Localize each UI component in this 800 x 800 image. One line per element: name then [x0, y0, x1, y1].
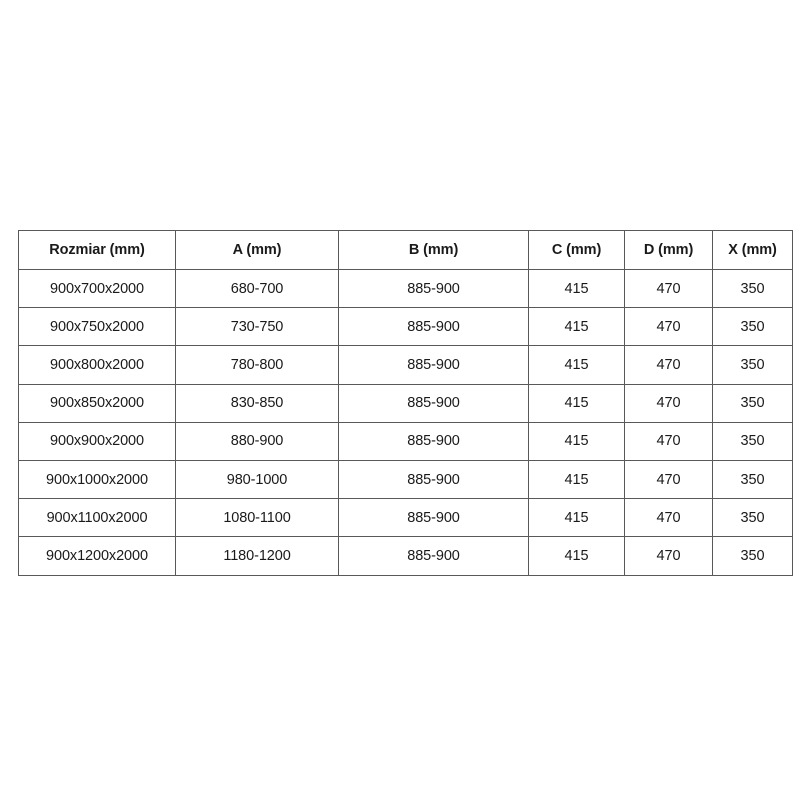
- cell-size: 900x800x2000: [18, 345, 176, 385]
- cell-a: 780-800: [175, 345, 339, 385]
- cell-a: 880-900: [175, 421, 339, 461]
- cell-c: 415: [528, 268, 625, 309]
- table-row: 900x900x2000 880-900 885-900 415 470 350: [18, 421, 793, 461]
- cell-size: 900x850x2000: [18, 383, 176, 423]
- cell-d: 470: [624, 345, 713, 385]
- dimensions-table: Rozmiar (mm) A (mm) B (mm) C (mm) D (mm)…: [18, 230, 793, 576]
- cell-a: 680-700: [175, 268, 339, 309]
- cell-d: 470: [624, 421, 713, 461]
- cell-c: 415: [528, 307, 625, 347]
- column-header-c: C (mm): [528, 230, 625, 270]
- cell-c: 415: [528, 498, 625, 538]
- table-row: 900x1000x2000 980-1000 885-900 415 470 3…: [18, 459, 793, 500]
- cell-d: 470: [624, 536, 713, 576]
- cell-c: 415: [528, 383, 625, 423]
- cell-x: 350: [712, 268, 793, 309]
- table-row: 900x1100x2000 1080-1100 885-900 415 470 …: [18, 498, 793, 538]
- column-header-x: X (mm): [712, 230, 793, 270]
- cell-x: 350: [712, 383, 793, 423]
- cell-size: 900x1100x2000: [18, 498, 176, 538]
- cell-size: 900x700x2000: [18, 268, 176, 309]
- cell-b: 885-900: [338, 536, 529, 576]
- cell-x: 350: [712, 345, 793, 385]
- cell-a: 730-750: [175, 307, 339, 347]
- column-header-b: B (mm): [338, 230, 529, 270]
- cell-d: 470: [624, 307, 713, 347]
- table-row: 900x700x2000 680-700 885-900 415 470 350: [18, 268, 793, 309]
- cell-b: 885-900: [338, 345, 529, 385]
- cell-d: 470: [624, 383, 713, 423]
- cell-b: 885-900: [338, 421, 529, 461]
- cell-b: 885-900: [338, 307, 529, 347]
- cell-d: 470: [624, 498, 713, 538]
- cell-c: 415: [528, 459, 625, 500]
- cell-x: 350: [712, 307, 793, 347]
- column-header-d: D (mm): [624, 230, 713, 270]
- cell-d: 470: [624, 459, 713, 500]
- cell-a: 1180-1200: [175, 536, 339, 576]
- table-header-row: Rozmiar (mm) A (mm) B (mm) C (mm) D (mm)…: [18, 230, 793, 270]
- cell-x: 350: [712, 421, 793, 461]
- table-header: Rozmiar (mm) A (mm) B (mm) C (mm) D (mm)…: [18, 230, 793, 270]
- cell-a: 980-1000: [175, 459, 339, 500]
- table-row: 900x750x2000 730-750 885-900 415 470 350: [18, 307, 793, 347]
- cell-b: 885-900: [338, 268, 529, 309]
- cell-x: 350: [712, 498, 793, 538]
- table-body: 900x700x2000 680-700 885-900 415 470 350…: [18, 268, 793, 576]
- cell-a: 830-850: [175, 383, 339, 423]
- cell-c: 415: [528, 345, 625, 385]
- table-row: 900x1200x2000 1180-1200 885-900 415 470 …: [18, 536, 793, 576]
- table-row: 900x800x2000 780-800 885-900 415 470 350: [18, 345, 793, 385]
- cell-size: 900x900x2000: [18, 421, 176, 461]
- cell-size: 900x750x2000: [18, 307, 176, 347]
- column-header-size: Rozmiar (mm): [18, 230, 176, 270]
- cell-x: 350: [712, 459, 793, 500]
- column-header-a: A (mm): [175, 230, 339, 270]
- cell-x: 350: [712, 536, 793, 576]
- cell-d: 470: [624, 268, 713, 309]
- cell-size: 900x1200x2000: [18, 536, 176, 576]
- cell-b: 885-900: [338, 459, 529, 500]
- cell-c: 415: [528, 536, 625, 576]
- cell-a: 1080-1100: [175, 498, 339, 538]
- cell-b: 885-900: [338, 383, 529, 423]
- cell-size: 900x1000x2000: [18, 459, 176, 500]
- table-row: 900x850x2000 830-850 885-900 415 470 350: [18, 383, 793, 423]
- cell-c: 415: [528, 421, 625, 461]
- cell-b: 885-900: [338, 498, 529, 538]
- dimensions-table-container: Rozmiar (mm) A (mm) B (mm) C (mm) D (mm)…: [18, 230, 793, 576]
